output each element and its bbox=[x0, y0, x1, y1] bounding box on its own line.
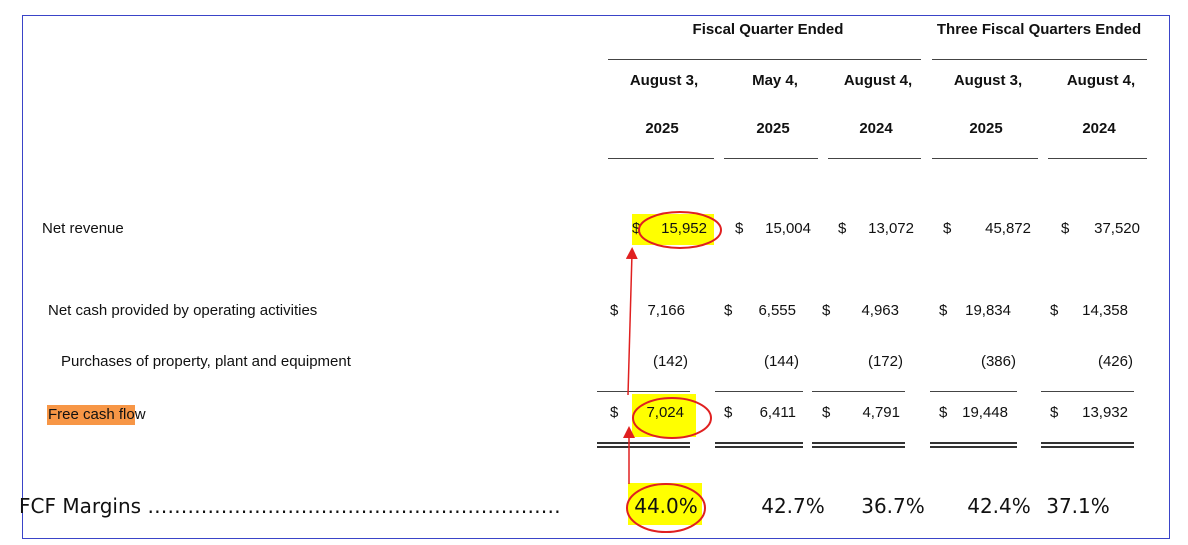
row-label-fcf: Free cash flow bbox=[48, 406, 146, 423]
circle-fcf bbox=[632, 397, 712, 439]
subtotal-line bbox=[930, 391, 1017, 392]
cell-net-revenue: 15,952 bbox=[661, 220, 707, 237]
cell-net-revenue: 37,520 bbox=[1094, 220, 1140, 237]
cell-net-revenue: 15,004 bbox=[765, 220, 811, 237]
currency-symbol: $ bbox=[1050, 404, 1059, 421]
column-underline bbox=[932, 158, 1038, 159]
cell-fcf-margin: 36.7% bbox=[861, 494, 925, 518]
total-double-line bbox=[597, 442, 690, 448]
currency-symbol: $ bbox=[1050, 302, 1059, 319]
header-group-underline bbox=[608, 59, 921, 60]
cell-ppe: (144) bbox=[763, 353, 799, 370]
cell-fcf-margin: 42.4% bbox=[967, 494, 1031, 518]
cell-fcf: 7,024 bbox=[646, 404, 684, 421]
cell-net-revenue: 45,872 bbox=[985, 220, 1031, 237]
column-header-year: 2025 bbox=[645, 120, 679, 137]
arrow-fcf-to-revenue bbox=[625, 247, 638, 396]
subtotal-line bbox=[1041, 391, 1134, 392]
cell-net-revenue: 13,072 bbox=[868, 220, 914, 237]
total-double-line bbox=[715, 442, 803, 448]
circle-net-revenue bbox=[638, 211, 722, 249]
column-header-month: August 3, bbox=[629, 72, 699, 89]
cell-fcf-margin: 42.7% bbox=[761, 494, 825, 518]
column-header-year: 2024 bbox=[859, 120, 893, 137]
highlight-fcf-label bbox=[47, 405, 135, 425]
subtotal-line bbox=[812, 391, 905, 392]
cell-operating-cash: 6,555 bbox=[758, 302, 796, 319]
currency-symbol: $ bbox=[939, 404, 948, 421]
column-header-month: August 4, bbox=[1066, 72, 1136, 89]
cell-fcf-margin: 37.1% bbox=[1046, 494, 1110, 518]
cell-fcf-margin: 44.0% bbox=[634, 494, 698, 518]
currency-symbol: $ bbox=[610, 404, 619, 421]
circle-fcf-margin bbox=[626, 483, 706, 533]
cell-ppe: (386) bbox=[980, 353, 1016, 370]
column-header-year: 2025 bbox=[969, 120, 1003, 137]
row-label-fcf-margin: FCF Margins …………………………………………………………………… bbox=[19, 494, 559, 518]
column-underline bbox=[608, 158, 714, 159]
currency-symbol: $ bbox=[939, 302, 948, 319]
total-double-line bbox=[1041, 442, 1134, 448]
header-group-underline bbox=[932, 59, 1147, 60]
currency-symbol: $ bbox=[822, 302, 831, 319]
row-label-ppe: Purchases of property, plant and equipme… bbox=[61, 353, 351, 370]
cell-fcf: 13,932 bbox=[1082, 404, 1128, 421]
row-label-net-revenue: Net revenue bbox=[42, 220, 124, 237]
column-underline bbox=[828, 158, 921, 159]
currency-symbol: $ bbox=[943, 220, 952, 237]
currency-symbol: $ bbox=[724, 302, 733, 319]
column-header-year: 2025 bbox=[756, 120, 790, 137]
row-label-operating-cash: Net cash provided by operating activitie… bbox=[48, 302, 318, 319]
column-underline bbox=[724, 158, 818, 159]
cell-operating-cash: 4,963 bbox=[861, 302, 899, 319]
cell-ppe: (142) bbox=[652, 353, 688, 370]
cell-ppe: (426) bbox=[1097, 353, 1133, 370]
currency-symbol: $ bbox=[610, 302, 619, 319]
highlight-fcf bbox=[632, 394, 696, 437]
subtotal-line bbox=[597, 391, 690, 392]
cell-fcf: 19,448 bbox=[962, 404, 1008, 421]
cell-ppe: (172) bbox=[867, 353, 903, 370]
currency-symbol: $ bbox=[1061, 220, 1070, 237]
cell-operating-cash: 7,166 bbox=[647, 302, 685, 319]
table-frame bbox=[22, 15, 1170, 539]
currency-symbol: $ bbox=[632, 220, 641, 237]
column-header-month: May 4, bbox=[752, 72, 798, 89]
cell-operating-cash: 19,834 bbox=[965, 302, 1011, 319]
total-double-line bbox=[930, 442, 1017, 448]
cell-fcf: 4,791 bbox=[862, 404, 900, 421]
currency-symbol: $ bbox=[724, 404, 733, 421]
currency-symbol: $ bbox=[838, 220, 847, 237]
column-header-year: 2024 bbox=[1082, 120, 1116, 137]
total-double-line bbox=[812, 442, 905, 448]
column-underline bbox=[1048, 158, 1147, 159]
cell-operating-cash: 14,358 bbox=[1082, 302, 1128, 319]
header-group-fiscal-quarter: Fiscal Quarter Ended bbox=[692, 21, 844, 38]
header-group-three-quarters: Three Fiscal Quarters Ended bbox=[936, 21, 1142, 38]
cell-fcf: 6,411 bbox=[759, 404, 796, 421]
currency-symbol: $ bbox=[822, 404, 831, 421]
currency-symbol: $ bbox=[735, 220, 744, 237]
column-header-month: August 3, bbox=[953, 72, 1023, 89]
subtotal-line bbox=[715, 391, 803, 392]
column-header-month: August 4, bbox=[843, 72, 913, 89]
